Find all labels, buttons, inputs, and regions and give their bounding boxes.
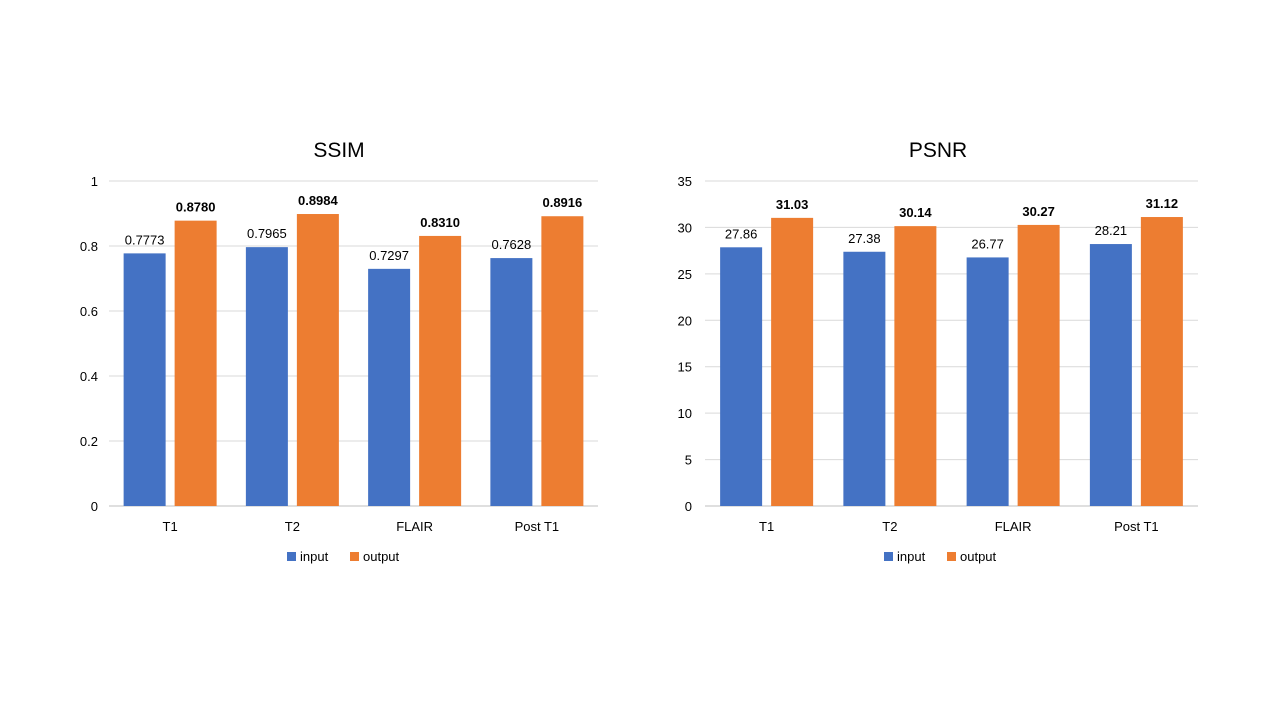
chart-ssim-legend-swatch-input (287, 552, 296, 561)
chart-psnr-ytick-label: 0 (685, 499, 692, 514)
chart-ssim-xtick-label: FLAIR (396, 519, 433, 534)
chart-ssim-bar-output (296, 214, 339, 506)
chart-ssim-bar-output (419, 235, 462, 507)
chart-ssim-data-label-output: 0.8916 (542, 195, 582, 210)
chart-psnr-data-label-input: 28.21 (1095, 223, 1128, 238)
chart-psnr-data-label-output: 31.12 (1146, 196, 1179, 211)
chart-ssim-xtick-label: Post T1 (515, 519, 560, 534)
chart-psnr-ytick-label: 10 (678, 406, 692, 421)
chart-psnr-bar-output (1140, 217, 1183, 506)
chart-psnr-bar-output (1017, 224, 1060, 506)
chart-psnr-title: PSNR (909, 139, 967, 162)
chart-ssim-bar-output (541, 216, 584, 507)
chart-ssim-ytick-label: 0 (91, 499, 98, 514)
chart-psnr-legend-swatch-input (884, 552, 893, 561)
chart-ssim-xtick-label: T1 (163, 519, 178, 534)
chart-ssim-data-label-output: 0.8780 (176, 200, 216, 215)
chart-psnr-ytick-label: 20 (678, 313, 692, 328)
chart-ssim-data-label-input: 0.7628 (491, 237, 531, 252)
chart-ssim-data-label-input: 0.7297 (369, 248, 409, 263)
chart-ssim-xtick-label: T2 (285, 519, 300, 534)
chart-psnr-xtick-label: T1 (759, 519, 774, 534)
chart-ssim-ytick-label: 0.4 (80, 369, 98, 384)
chart-psnr-ytick-label: 25 (678, 267, 692, 282)
chart-ssim-bar-input (123, 253, 166, 506)
chart-psnr-bar-output (894, 226, 937, 506)
chart-ssim-ytick-label: 1 (91, 174, 98, 189)
chart-psnr-legend-label-output: output (960, 549, 997, 564)
chart-psnr-data-label-output: 31.03 (776, 197, 809, 212)
chart-ssim-legend-label-input: input (300, 549, 329, 564)
chart-psnr-ytick-label: 15 (678, 360, 692, 375)
chart-psnr-data-label-input: 27.86 (725, 226, 758, 241)
chart-ssim-data-label-output: 0.8984 (298, 193, 339, 208)
chart-psnr-xtick-label: T2 (882, 519, 897, 534)
chart-ssim-ytick-label: 0.8 (80, 239, 98, 254)
chart-psnr-bar-input (843, 251, 886, 506)
chart-psnr-bar-output (771, 217, 814, 506)
chart-psnr-bar-input (1089, 244, 1132, 507)
chart-ssim-data-label-input: 0.7965 (247, 226, 287, 241)
chart-ssim-title: SSIM (313, 139, 364, 162)
chart-ssim-legend-label-output: output (363, 549, 400, 564)
chart-psnr-ytick-label: 5 (685, 453, 692, 468)
chart-psnr-legend-swatch-output (947, 552, 956, 561)
chart-psnr-xtick-label: FLAIR (995, 519, 1032, 534)
chart-psnr-bar-input (966, 257, 1009, 506)
chart-ssim-bar-output (174, 220, 217, 506)
chart-psnr-data-label-input: 26.77 (971, 236, 1004, 251)
chart-ssim-data-label-output: 0.8310 (420, 215, 460, 230)
chart-ssim-bar-input (245, 247, 288, 506)
chart-ssim-ytick-label: 0.2 (80, 434, 98, 449)
chart-ssim-legend-swatch-output (350, 552, 359, 561)
chart-psnr-data-label-input: 27.38 (848, 231, 881, 246)
chart-psnr-xtick-label: Post T1 (1114, 519, 1159, 534)
chart-psnr-data-label-output: 30.27 (1022, 204, 1055, 219)
chart-psnr-ytick-label: 30 (678, 220, 692, 235)
chart-ssim-bar-input (490, 258, 533, 506)
chart-ssim-bar-input (368, 268, 411, 506)
chart-psnr-data-label-output: 30.14 (899, 205, 932, 220)
chart-ssim-ytick-label: 0.6 (80, 304, 98, 319)
chart-psnr-legend-label-input: input (897, 549, 926, 564)
chart-psnr-ytick-label: 35 (678, 174, 692, 189)
chart-psnr-bar-input (720, 247, 763, 507)
chart-ssim-data-label-input: 0.7773 (125, 232, 165, 247)
